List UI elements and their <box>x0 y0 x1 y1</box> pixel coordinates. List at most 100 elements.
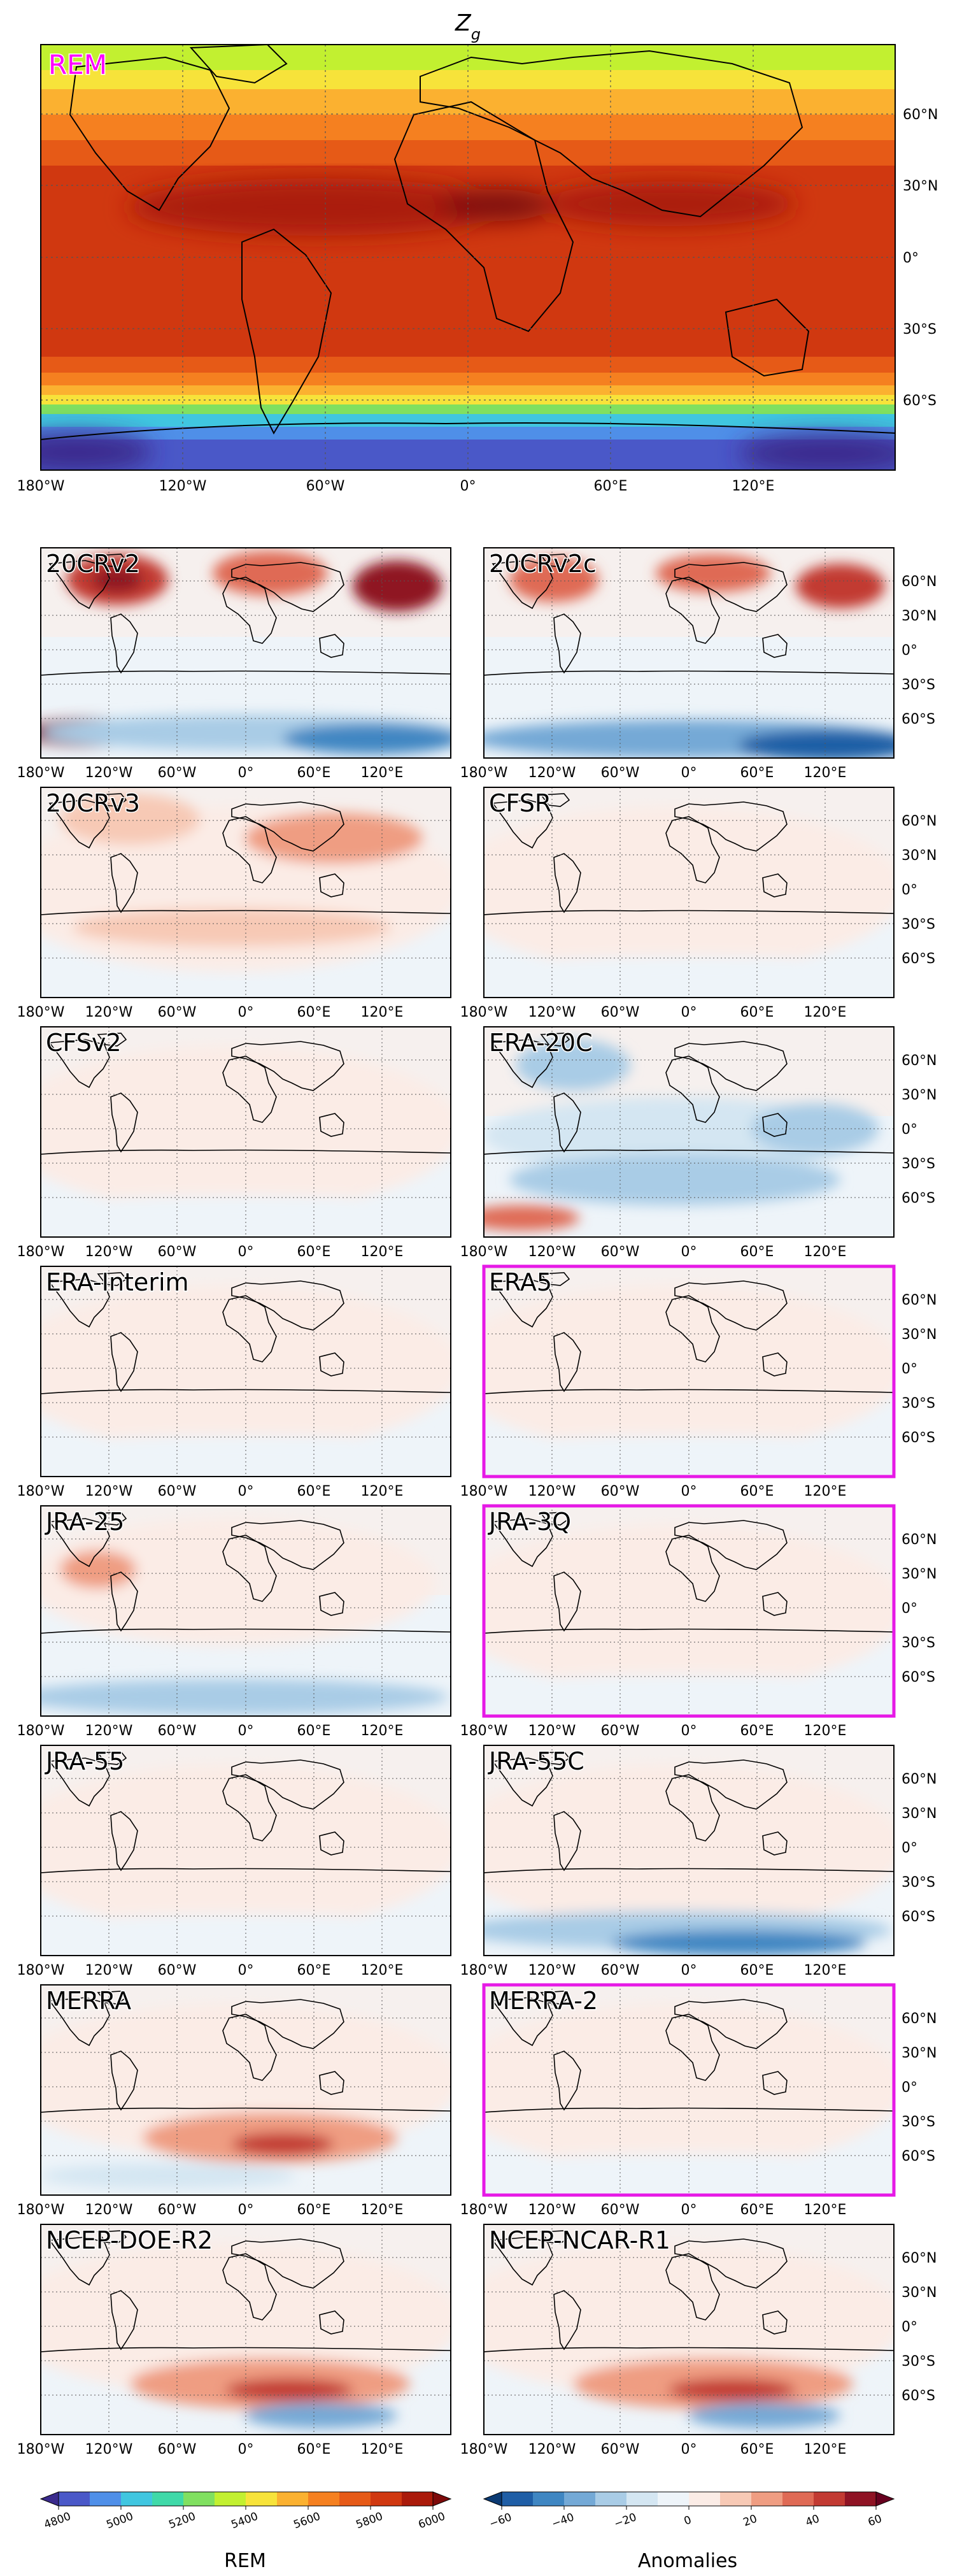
lat-tick-label: 30°N <box>902 1566 937 1582</box>
panel-label: ERA-20C <box>489 1029 593 1057</box>
lon-tick-label: 120°W <box>85 765 133 781</box>
lat-tick-label: 30°N <box>902 1327 937 1343</box>
colorbar-swatch <box>502 2492 534 2506</box>
colorbar-swatch <box>533 2492 565 2506</box>
lon-tick-label: 60°E <box>740 1005 774 1020</box>
lon-tick-label: 0° <box>681 765 697 781</box>
panel-cfsv2: CFSv2 180°W 120°W 60°W 0° 60°E 120°E <box>17 1026 451 1260</box>
panel-label: MERRA <box>46 1987 131 2015</box>
colorbar-swatch <box>246 2492 278 2506</box>
lat-tick-label: 30°N <box>902 1806 937 1822</box>
colorbar-tick-label: −20 <box>612 2511 639 2531</box>
panel-frame <box>483 1026 895 1238</box>
lon-tick-label: 60°W <box>158 765 197 781</box>
rem-field <box>41 45 895 470</box>
graticule <box>41 2224 451 2435</box>
panel-frame <box>40 547 451 759</box>
panel-frame <box>40 1026 451 1238</box>
lon-tick-label: 120°E <box>361 2442 404 2458</box>
lat-tick-label: 30°S <box>902 1156 935 1172</box>
lon-tick-label: 60°E <box>297 1244 331 1260</box>
lat-tick-label: 30°N <box>902 608 937 624</box>
panel-label: ERA-Interim <box>46 1268 189 1296</box>
colorbar-tick-label: 0 <box>683 2514 693 2528</box>
lat-tick-label: 0° <box>902 1361 917 1377</box>
colorbar-tick-label: 5600 <box>292 2510 322 2532</box>
lon-tick-label: 120°E <box>804 1723 847 1739</box>
panel-20crv3: 20CRv3 180°W 120°W 60°W 0° 60°E 120°E <box>17 787 451 1020</box>
lon-tick-label: 60°E <box>297 765 331 781</box>
lon-tick-label: 120°W <box>85 1005 133 1020</box>
lat-tick-label: 0° <box>902 1122 917 1138</box>
lon-tick-label: 120°E <box>361 1963 404 1979</box>
lon-tick-label: 60°W <box>601 1723 640 1739</box>
lon-tick-label: 120°E <box>804 1963 847 1979</box>
lon-tick-label: 0° <box>681 2202 697 2218</box>
lon-tick-label: 120°W <box>85 1484 133 1499</box>
lon-tick-label: 180°W <box>17 1484 65 1499</box>
lat-tick-label: 30°N <box>902 848 937 864</box>
panel-ncep-ncar-r1: NCEP-NCAR-R1 180°W 120°W 60°W 0° 60°E 120°E 60°… <box>460 2224 937 2458</box>
lat-tick-label: 0° <box>902 1840 917 1856</box>
colorbar-swatch <box>215 2492 246 2506</box>
panel-merra: MERRA 180°W 120°W 60°W 0° 60°E 120°E <box>17 1984 451 2218</box>
lon-tick-label: 60°W <box>601 2202 640 2218</box>
lat-tick-label: 60°S <box>902 951 935 967</box>
lon-tick-label: 60°W <box>158 2442 197 2458</box>
panel-frame <box>483 1745 895 1956</box>
lon-tick-label: 0° <box>681 1244 697 1260</box>
lat-tick-label: 60°S <box>902 1430 935 1446</box>
lon-tick-label: 120°W <box>85 2442 133 2458</box>
lon-tick-label: 0° <box>238 2202 254 2218</box>
lon-tick-label: 0° <box>681 1723 697 1739</box>
panel-label: ERA5 <box>489 1268 552 1296</box>
panel-label: JRA-55C <box>488 1747 584 1775</box>
colorbar-tick-label: 40 <box>804 2512 821 2529</box>
lon-tick-label: 60°E <box>297 2202 331 2218</box>
graticule <box>484 1027 894 1237</box>
highlight-frame <box>482 1983 896 2197</box>
lon-tick-label: 120°W <box>528 1723 576 1739</box>
lat-tick-label: 30°N <box>902 2285 937 2301</box>
colorbar-swatch <box>371 2492 402 2506</box>
colorbar-swatch <box>751 2492 783 2506</box>
panel-label: MERRA-2 <box>489 1987 598 2015</box>
colorbar-swatch <box>595 2492 627 2506</box>
lat-tick-label: 0° <box>902 2080 917 2096</box>
lon-tick-label: 120°W <box>85 2202 133 2218</box>
figure-title: Zg <box>455 10 481 43</box>
rem-panel-label: REM <box>48 49 107 80</box>
colorbar-swatch <box>277 2492 309 2506</box>
graticule <box>41 1027 451 1237</box>
lat-tick-label: 30°S <box>902 917 935 933</box>
graticule <box>484 548 894 758</box>
panel-label: CFSv2 <box>46 1029 122 1057</box>
panel-jra-55c: JRA-55C 180°W 120°W 60°W 0° 60°E 120°E 60°N 30°N… <box>460 1745 937 1979</box>
colorbar-tick-label: 20 <box>742 2512 759 2529</box>
lat-tick-label: 60°S <box>902 1670 935 1685</box>
lon-tick-label: 60°W <box>158 2202 197 2218</box>
panel-ncep-doe-r2: NCEP-DOE-R2 180°W 120°W 60°W 0° 60°E 120°E <box>17 2224 451 2458</box>
lon-tick-label: 180°W <box>17 1963 65 1979</box>
panel-frame <box>40 2224 451 2435</box>
lon-tick-label: 60°E <box>740 1244 774 1260</box>
lat-tick-label: 60°N <box>902 813 937 829</box>
colorbar-swatch <box>626 2492 658 2506</box>
lat-tick-label: 30°S <box>902 677 935 693</box>
lon-tick-label: 0° <box>238 1484 254 1499</box>
panel-era-interim: ERA-Interim 180°W 120°W 60°W 0° 60°E 120°E <box>17 1266 451 1499</box>
svg-text:120°W: 120°W <box>159 478 207 494</box>
graticule <box>484 787 894 998</box>
lon-tick-label: 60°E <box>297 2442 331 2458</box>
lon-tick-label: 120°E <box>804 1005 847 1020</box>
panel-label: 20CRv2c <box>489 550 597 578</box>
lon-tick-label: 120°W <box>85 1723 133 1739</box>
lat-tick-label: 0° <box>902 1601 917 1617</box>
lon-tick-label: 180°W <box>460 1484 508 1499</box>
colorbar-swatch <box>564 2492 596 2506</box>
colorbar-rem-label: REM <box>224 2550 266 2572</box>
graticule <box>484 1745 894 1956</box>
svg-text:0°: 0° <box>460 478 476 494</box>
colorbar-extend-high <box>875 2491 895 2507</box>
lon-tick-label: 120°W <box>528 1484 576 1499</box>
